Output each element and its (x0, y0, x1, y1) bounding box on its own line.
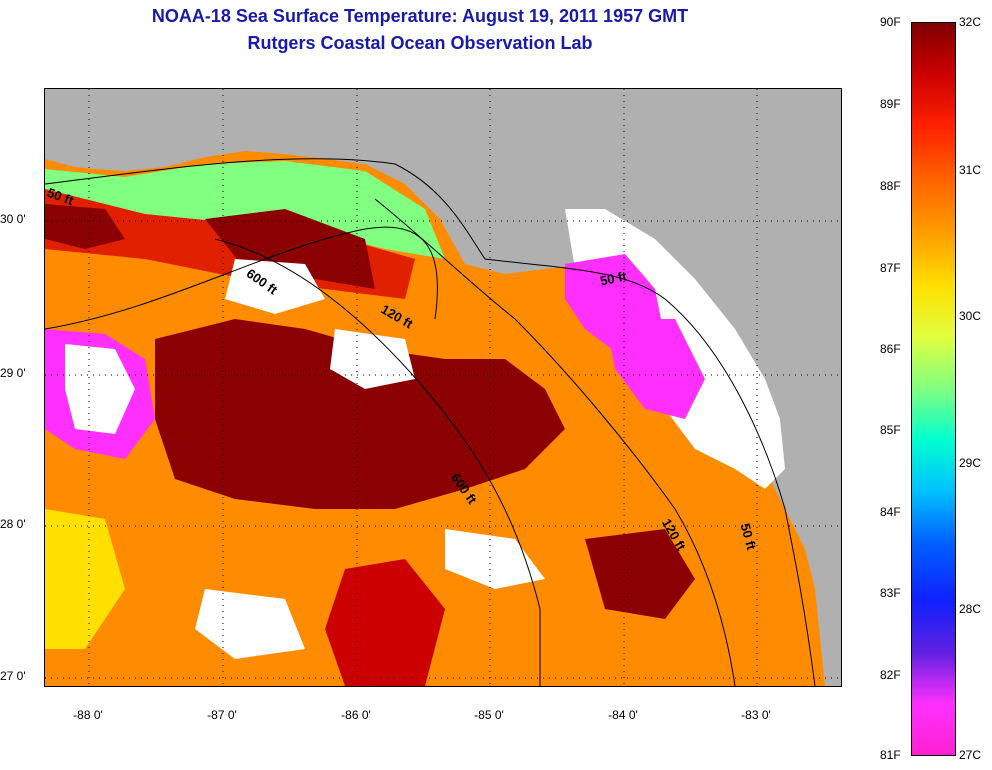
cloud-mid-2 (330, 329, 415, 389)
contour-50 (45, 158, 816, 686)
cloud-mid-1 (225, 259, 325, 314)
x-tick-86: -86 0' (341, 708, 371, 722)
sst-map: 50 ft 600 ft 120 ft 50 ft 600 ft 120 ft … (44, 88, 842, 687)
map-title: NOAA-18 Sea Surface Temperature: August … (151, 6, 689, 26)
colorbar-label-89F: 89F (880, 97, 901, 111)
colorbar-label-86F: 86F (880, 342, 901, 356)
y-tick-28: 28 0' (0, 517, 26, 531)
x-tick-83: -83 0' (741, 708, 771, 722)
graticule (45, 89, 841, 686)
colorbar-label-81F: 81F (880, 748, 901, 762)
colorbar-label-30C: 30C (959, 309, 982, 323)
cloud-south-1 (445, 529, 545, 589)
colorbar-label-32C: 32C (959, 15, 982, 29)
south-red-1 (325, 559, 445, 686)
contour-120 (374, 198, 736, 686)
x-tick-85: -85 0' (474, 708, 504, 722)
southwest-yellow (45, 509, 125, 649)
colorbar-label-85F: 85F (880, 423, 901, 437)
x-tick-88: -88 0' (73, 708, 103, 722)
y-tick-27: 27 0' (0, 669, 26, 683)
temperature-colorbar (911, 22, 956, 756)
colorbar-label-29C: 29C (959, 456, 982, 470)
sst-map-graphic (45, 89, 841, 686)
contour-600-north (45, 226, 438, 330)
colorbar-label-87F: 87F (880, 261, 901, 275)
colorbar-label-90F: 90F (880, 15, 901, 29)
hot-northwest (45, 204, 125, 249)
colorbar-label-82F: 82F (880, 668, 901, 682)
south-red-2 (585, 529, 695, 619)
contour-600-central (214, 238, 541, 686)
colorbar-label-28C: 28C (959, 602, 982, 616)
y-tick-30: 30 0' (0, 212, 26, 226)
cold-patch-2 (605, 319, 705, 419)
map-subtitle: Rutgers Coastal Ocean Observation Lab (247, 33, 593, 53)
colorbar-label-88F: 88F (880, 179, 901, 193)
colorbar-label-27C: 27C (959, 748, 982, 762)
cloud-west (65, 344, 135, 434)
colorbar-label-83F: 83F (880, 586, 901, 600)
colorbar-label-84F: 84F (880, 505, 901, 519)
x-tick-87: -87 0' (207, 708, 237, 722)
y-tick-29: 29 0' (0, 366, 26, 380)
x-tick-84: -84 0' (608, 708, 638, 722)
colorbar-label-31C: 31C (959, 163, 982, 177)
hot-core (155, 319, 565, 509)
